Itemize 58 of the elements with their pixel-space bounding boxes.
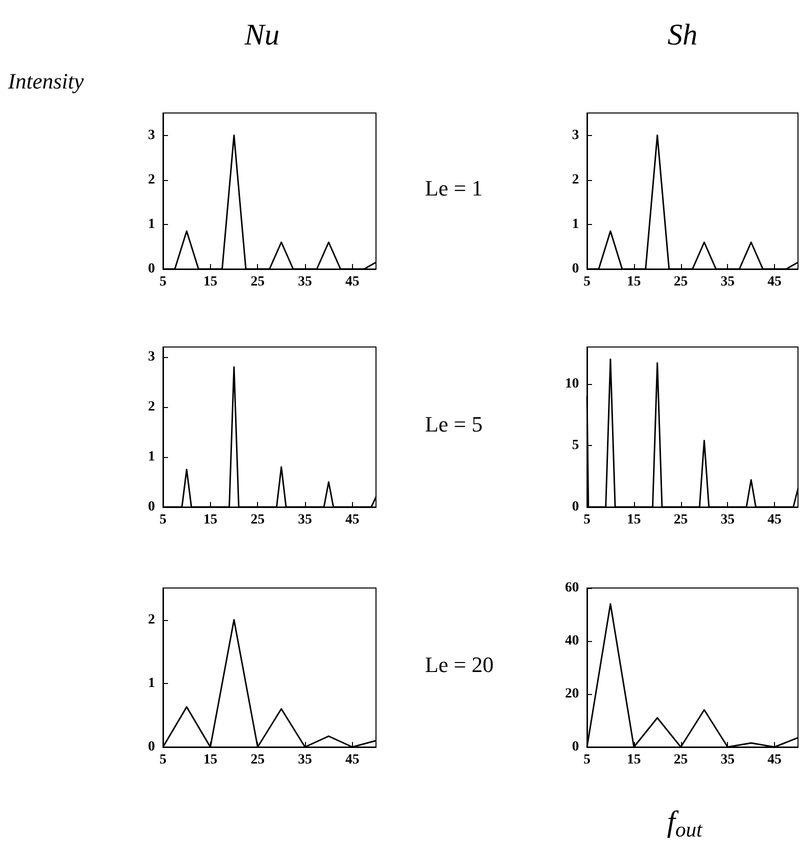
y-tick-label: 2 <box>572 172 579 188</box>
y-tick-label: 3 <box>572 128 579 143</box>
y-tick-label: 0 <box>148 262 155 276</box>
x-tick-label: 45 <box>345 752 360 768</box>
y-tick-label: 1 <box>148 450 155 464</box>
y-tick-label: 60 <box>565 580 579 596</box>
x-tick-label: 5 <box>160 512 166 528</box>
x-tick-label: 45 <box>345 274 360 290</box>
x-tick-label: 35 <box>720 752 735 768</box>
y-tick-label: 3 <box>148 128 155 143</box>
x-tick-label: 15 <box>203 752 218 768</box>
y-tick-label: 1 <box>148 676 155 691</box>
x-tick-label: 45 <box>768 274 782 290</box>
y-tick-label: 2 <box>148 400 155 414</box>
x-tick-label: 35 <box>720 274 735 290</box>
x-tick-label: 35 <box>298 752 312 768</box>
x-tick-label: 15 <box>626 512 641 528</box>
y-tick-label: 0 <box>148 740 155 754</box>
y-tick-label: 0 <box>572 500 579 514</box>
x-tick-label: 25 <box>250 274 265 290</box>
x-tick-label: 15 <box>203 274 218 290</box>
x-tick-label: 25 <box>250 752 265 768</box>
x-tick-label: 35 <box>720 512 735 528</box>
x-tick-label: 25 <box>674 752 688 768</box>
y-tick-label: 2 <box>148 612 155 628</box>
y-tick-label: 1 <box>148 216 155 232</box>
x-tick-label: 25 <box>674 512 688 528</box>
x-tick-label: 25 <box>250 512 265 528</box>
y-tick-label: 10 <box>565 376 579 392</box>
x-tick-label: 5 <box>584 752 590 768</box>
text: Le = 20 <box>425 652 494 677</box>
chart-title: Nu <box>244 18 280 52</box>
x-tick-label: 5 <box>160 274 166 290</box>
x-tick-label: 5 <box>160 752 166 768</box>
y-tick-label: 0 <box>148 500 155 514</box>
y-tick-label: 40 <box>565 634 579 648</box>
y-tick-label: 1 <box>572 216 579 232</box>
x-tick-label: 45 <box>768 752 782 768</box>
x-tick-label: 5 <box>584 512 590 528</box>
x-tick-label: 45 <box>345 512 360 528</box>
y-tick-label: 20 <box>565 686 579 702</box>
x-tick-label: 25 <box>674 274 688 290</box>
x-tick-label: 45 <box>768 512 782 528</box>
chart-title: Sh <box>668 18 698 52</box>
text: Le = 1 <box>425 176 483 200</box>
x-tick-label: 15 <box>626 752 641 768</box>
x-tick-label: 5 <box>584 274 590 290</box>
text: Le = 5 <box>425 412 483 436</box>
y-tick-label: 0 <box>572 740 579 754</box>
y-axis-title: Intensity <box>7 68 84 94</box>
y-tick-label: 0 <box>572 262 579 276</box>
x-tick-label: 15 <box>203 512 218 528</box>
y-tick-label: 3 <box>148 350 155 364</box>
x-tick-label: 35 <box>298 274 312 290</box>
y-tick-label: 2 <box>148 172 155 188</box>
x-tick-label: 15 <box>626 274 641 290</box>
y-tick-label: 5 <box>572 438 579 453</box>
x-tick-label: 35 <box>298 512 312 528</box>
